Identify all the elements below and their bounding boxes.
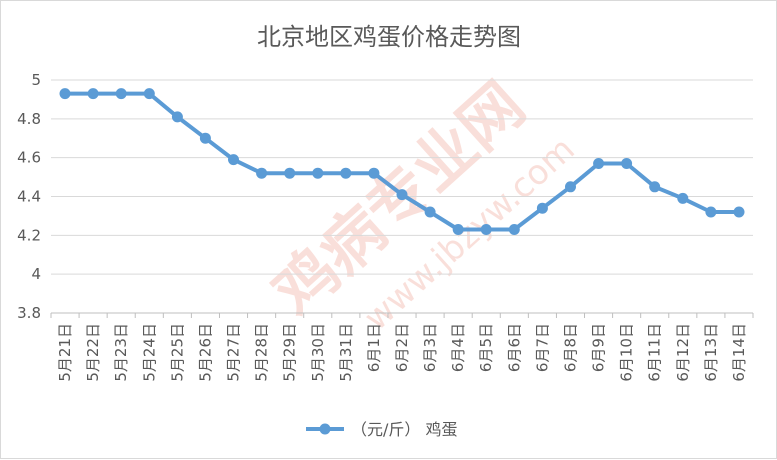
x-tick-label: 6月5日	[477, 323, 495, 372]
x-tick-label: 5月24日	[140, 323, 158, 382]
data-point	[59, 88, 71, 100]
y-tick-label: 4.2	[17, 226, 41, 244]
data-point	[87, 88, 99, 100]
data-point	[677, 192, 689, 204]
x-tick-label: 6月12日	[674, 323, 692, 382]
legend-label: （元/斤） 鸡蛋	[351, 420, 457, 439]
x-tick-label: 5月27日	[225, 323, 243, 382]
x-tick-label: 5月29日	[281, 323, 299, 382]
x-tick-label: 6月4日	[449, 323, 467, 372]
data-point	[733, 206, 745, 218]
data-point	[256, 167, 268, 179]
x-tick-label: 6月9日	[590, 323, 608, 372]
data-point	[284, 167, 296, 179]
data-point	[452, 224, 464, 235]
data-point	[508, 224, 520, 235]
data-point	[705, 206, 717, 218]
x-tick-label: 6月11日	[646, 323, 664, 382]
x-tick-label: 6月10日	[618, 323, 636, 382]
data-point	[171, 111, 183, 123]
legend-marker	[319, 423, 331, 435]
y-tick-label: 4.6	[17, 149, 41, 167]
series-layer	[59, 88, 745, 235]
data-point	[312, 167, 324, 179]
grid-lines	[51, 79, 753, 314]
data-point	[536, 202, 548, 214]
data-point	[368, 167, 380, 179]
x-tick-label: 6月8日	[561, 323, 579, 372]
x-tick-label: 6月1日	[365, 323, 383, 372]
x-tick-label: 5月28日	[253, 323, 271, 382]
y-axis-ticks: 3.8 4 4.2 4.4 4.6 4.8 5	[17, 71, 41, 322]
y-tick-label: 5	[31, 71, 41, 89]
x-tick-label: 6月3日	[421, 323, 439, 372]
data-point	[199, 132, 211, 144]
x-tick-label: 6月7日	[533, 323, 551, 372]
data-point	[621, 158, 633, 169]
y-tick-label: 4.8	[17, 110, 41, 128]
data-point	[424, 206, 436, 218]
data-point	[593, 158, 605, 169]
y-tick-label: 3.8	[17, 304, 41, 322]
x-tick-label: 6月6日	[505, 323, 523, 372]
data-point	[143, 88, 155, 100]
x-tick-label: 5月22日	[84, 323, 102, 382]
data-point	[649, 181, 661, 193]
x-tick-label: 5月23日	[112, 323, 130, 382]
data-point	[480, 224, 492, 235]
chart-title: 北京地区鸡蛋价格走势图	[257, 23, 521, 51]
y-tick-label: 4	[31, 265, 41, 283]
y-tick-label: 4.4	[17, 188, 41, 206]
x-tick-label: 5月21日	[56, 323, 74, 382]
x-tick-label: 5月25日	[168, 323, 186, 382]
data-point	[228, 154, 239, 166]
x-tick-label: 6月13日	[702, 323, 720, 382]
x-tick-label: 6月2日	[393, 323, 411, 372]
x-axis-ticks: 5月21日 5月22日 5月23日 5月24日 5月25日 5月26日 5月27日 5月28日…	[50, 313, 754, 382]
data-point	[396, 189, 408, 201]
x-tick-label: 5月31日	[337, 323, 355, 382]
legend: （元/斤） 鸡蛋	[306, 420, 457, 439]
x-tick-label: 5月26日	[196, 323, 214, 382]
data-point	[565, 181, 576, 193]
x-tick-label: 5月30日	[309, 323, 327, 382]
data-point	[340, 167, 352, 179]
x-tick-label: 6月14日	[730, 323, 748, 382]
data-point	[115, 88, 127, 100]
